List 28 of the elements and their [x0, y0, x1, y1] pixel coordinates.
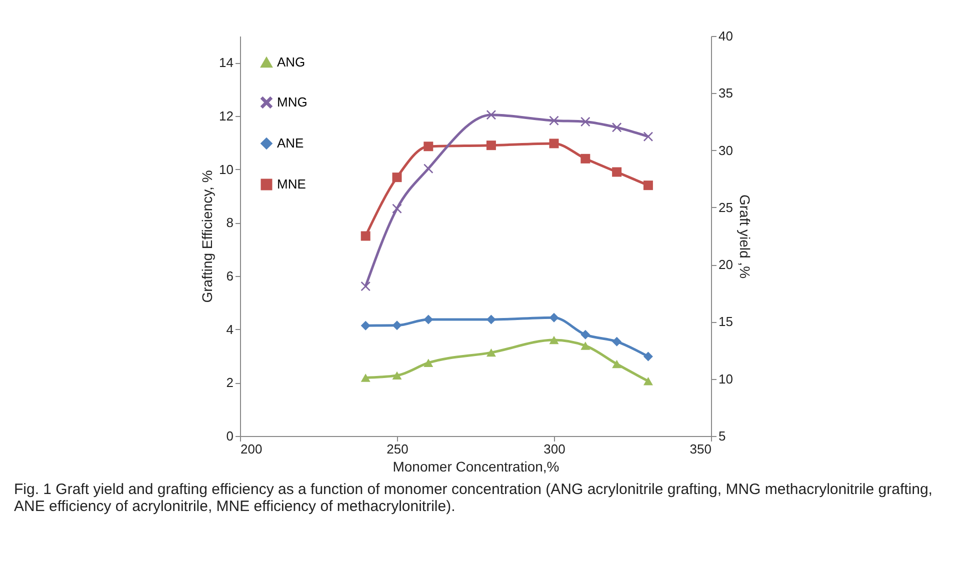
- y2-axis-title: Graft yield ,%: [736, 194, 753, 279]
- y2-tick-label: 40: [718, 28, 733, 44]
- legend-label: MNG: [277, 94, 308, 110]
- y2-tick-label: 25: [718, 200, 733, 215]
- legend-label: MNE: [277, 176, 306, 192]
- legend-label: ANE: [277, 136, 304, 150]
- x-tick-label: 350: [690, 442, 712, 456]
- x-tick-label: 250: [386, 442, 408, 456]
- x-tick-label: 300: [544, 442, 566, 456]
- y-tick-label: 8: [226, 215, 234, 230]
- y2-tick-label: 15: [718, 314, 733, 330]
- y2-tick-label: 30: [718, 142, 733, 158]
- y-tick-label: 10: [219, 162, 234, 177]
- y-tick-label: 4: [226, 322, 234, 337]
- y2-tick-label: 10: [718, 371, 733, 386]
- y2-tick-label: 5: [718, 428, 726, 444]
- y-tick-label: 0: [226, 428, 234, 444]
- legend-label: ANG: [277, 54, 306, 70]
- y-tick-label: 14: [219, 55, 234, 70]
- y-tick-label: 6: [226, 268, 234, 284]
- y-tick-label: 12: [219, 108, 234, 124]
- x-axis-title: Monomer Concentration,%: [392, 458, 560, 474]
- x-tick-label: 200: [240, 442, 262, 456]
- y2-tick-label: 35: [718, 86, 733, 101]
- y-axis-title: Grafting Efficiency, %: [199, 170, 216, 303]
- y-tick-label: 2: [226, 375, 234, 390]
- y2-tick-label: 20: [718, 257, 733, 272]
- caption: Fig. 1 Graft yield and grafting efficiency as a function of monomer concentration (ANG acrylonitrile grafting, MNG methacrylonitrile grafting, ANE efficiency of acrylonitrile, MNE efficiency of methacrylonitrile).: [14, 481, 934, 515]
